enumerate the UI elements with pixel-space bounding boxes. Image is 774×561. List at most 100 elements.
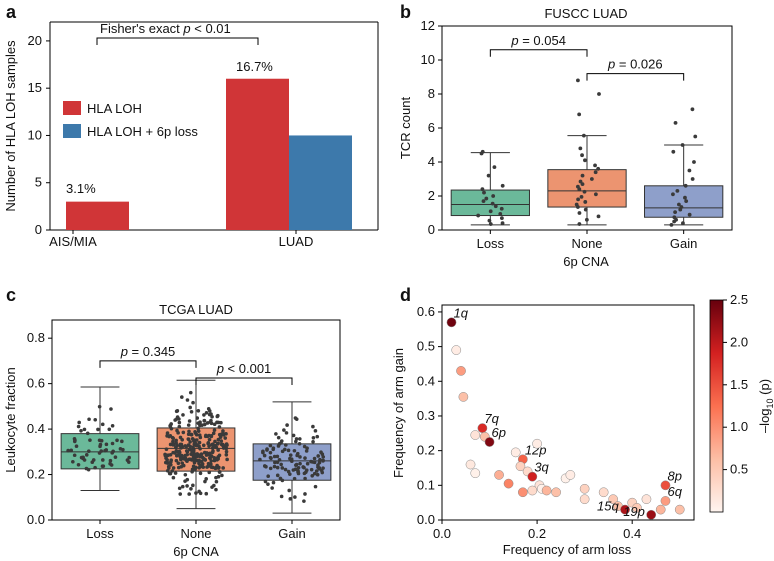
b-data-point [575,184,580,189]
c-data-point [295,451,300,456]
b-data-point [484,196,489,201]
d-scatter-point [641,494,652,505]
c-data-point [170,435,175,440]
a-xtick-luad: LUAD [279,234,314,249]
c-data-point [188,457,192,461]
c-data-point [211,431,216,436]
c-data-point [290,459,294,463]
b-data-point [580,173,585,178]
c-data-point [208,456,212,460]
d-ytick-label: 0.2 [417,443,435,458]
c-data-point [203,479,207,484]
c-data-point [294,462,299,467]
c-data-point [72,453,77,458]
c-data-point [288,453,293,457]
colorbar-tick-label: 1.0 [730,419,748,434]
c-data-point [216,474,221,479]
b-data-point [692,160,696,164]
c-data-point [280,449,285,454]
c-data-point [213,439,217,444]
c-data-point [190,469,194,474]
c-data-point [71,459,75,464]
c-data-point [298,437,302,441]
c-data-point [201,465,206,469]
b-data-point [593,163,597,168]
c-data-point [204,433,208,438]
c-data-point [185,459,189,464]
c-data-point [265,448,269,452]
c-data-point [185,484,189,488]
c-data-point [174,445,178,450]
c-data-point [262,464,267,468]
c-data-point [177,424,182,429]
b-data-point [481,199,486,204]
b-data-point [493,204,498,209]
d-scatter-point [632,503,642,513]
c-data-point [276,444,281,448]
d-plot-frame [441,304,695,521]
c-data-point [197,489,201,494]
c-data-point [181,463,186,468]
c-data-point [296,465,301,470]
c-data-point [219,420,223,425]
c-data-point [214,487,218,492]
c-data-point [224,442,229,446]
c-data-point [79,429,83,433]
c-data-point [211,449,215,453]
c-data-point [275,460,280,465]
c-data-point [204,491,209,496]
c-data-point [176,461,181,466]
c-data-point [194,491,198,495]
c-data-point [186,437,191,441]
c-data-point [206,461,211,466]
d-scatter-point [465,459,476,470]
c-data-point [298,455,302,459]
colorbar [709,299,724,513]
d-point-label-1q: 1q [454,305,469,320]
legend-label-hla-6p: HLA LOH + 6p loss [87,124,198,139]
c-data-point [278,476,283,481]
panel-c: c TCGA LUAD Leukocyte fraction 6p CNA 0.… [3,285,341,559]
c-data-point [315,434,320,439]
c-data-point [272,454,277,459]
c-data-point [311,439,315,444]
c-data-point [192,456,196,461]
c-data-point [177,486,182,491]
c-data-point [217,465,221,470]
c-xtick-label-2: Gain [278,526,305,541]
c-data-point [224,446,229,451]
c-data-point [111,449,115,454]
a-ytick-label: 5 [35,175,42,190]
c-data-point [212,443,216,448]
c-data-point [304,468,309,473]
b-ytick-label: 4 [428,154,435,169]
d-ytick-label: 0.3 [417,408,435,423]
c-data-point [192,460,197,464]
b-box-2 [644,185,724,218]
b-y-label: TCR count [398,97,413,160]
c-x-label: 6p CNA [173,544,219,559]
c-data-point [304,449,309,453]
a-bar-hla-loh-0 [66,201,129,230]
c-data-point [286,448,291,453]
c-data-point [173,418,177,422]
c-data-point [171,466,176,470]
d-ytick-label: 0.6 [417,304,435,319]
c-data-point [200,423,204,427]
c-data-point [285,423,289,427]
c-data-point [309,459,313,464]
c-data-point [183,479,187,483]
c-data-point [208,420,212,424]
c-data-point [175,415,180,419]
b-comparison-label: p = 0.054 [510,33,566,48]
b-comparison-bracket [489,49,588,57]
c-data-point [279,462,283,467]
a-ytick-label: 15 [28,80,42,95]
colorbar-tick-label: 2.0 [730,334,748,349]
c-data-point [189,432,194,437]
b-xtick-label-0: Loss [477,236,505,251]
c-data-point [188,444,192,449]
c-data-point [284,431,289,435]
c-data-point [314,469,319,473]
c-data-point [274,432,278,436]
